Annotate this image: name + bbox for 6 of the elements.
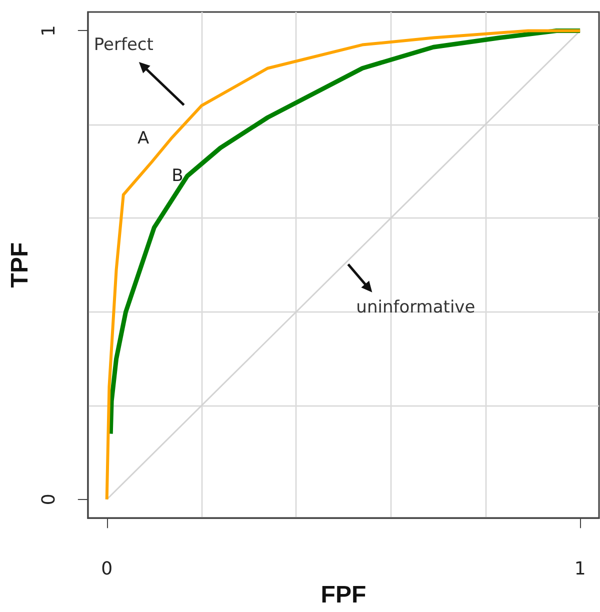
- series-label: A: [138, 128, 150, 149]
- annotation: Perfect: [94, 35, 154, 55]
- series-label: B: [172, 166, 184, 186]
- y-axis-title: TPF: [6, 242, 34, 288]
- x-axis-title: FPF: [320, 582, 366, 608]
- annotation: uninformative: [356, 297, 476, 318]
